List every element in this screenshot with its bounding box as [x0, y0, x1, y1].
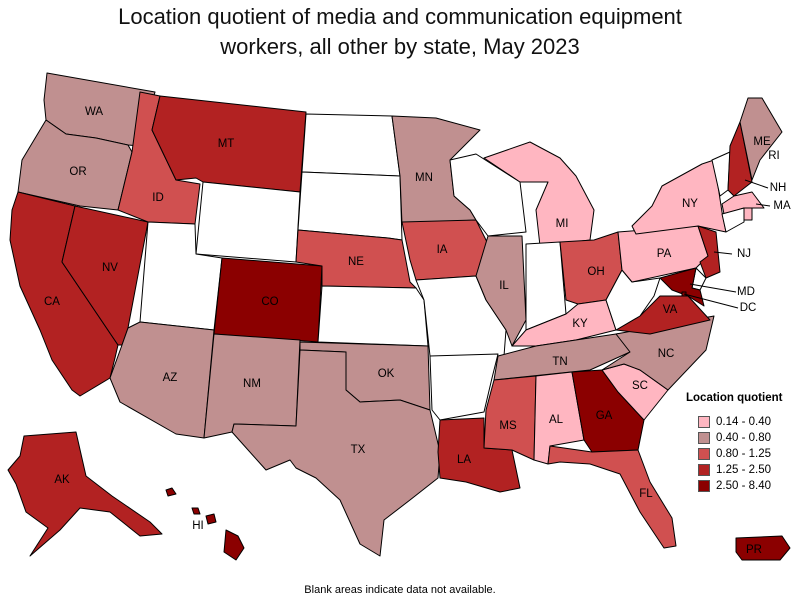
label-AZ: AZ: [163, 372, 178, 384]
legend-swatch: [698, 480, 710, 492]
legend-label: 0.14 - 0.40: [716, 416, 771, 428]
legend-title: Location quotient: [686, 392, 783, 404]
footnote: Blank areas indicate data not available.: [304, 584, 496, 596]
label-TX: TX: [351, 444, 366, 456]
label-MD: MD: [737, 286, 755, 298]
legend-swatch: [698, 448, 710, 460]
legend-label: 0.80 - 1.25: [716, 448, 771, 460]
label-OR: OR: [69, 166, 86, 178]
map-title: Location quotient of media and communica…: [0, 2, 800, 62]
label-ID: ID: [152, 192, 164, 204]
label-NH: NH: [770, 182, 787, 194]
state-AK[interactable]: [7, 431, 163, 557]
legend-item: 2.50 - 8.40: [698, 478, 782, 494]
state-SD[interactable]: [297, 171, 403, 241]
legend-item: 0.80 - 1.25: [698, 446, 782, 462]
legend-item: 1.25 - 2.50: [698, 462, 782, 478]
label-VA: VA: [663, 304, 678, 316]
label-MS: MS: [499, 420, 517, 432]
state-ND[interactable]: [301, 113, 401, 177]
legend-label: 2.50 - 8.40: [716, 480, 771, 492]
label-GA: GA: [596, 410, 613, 422]
label-NV: NV: [102, 262, 118, 274]
leader-NJ: [713, 251, 733, 255]
state-TX[interactable]: [231, 349, 441, 557]
legend-item: 0.40 - 0.80: [698, 430, 782, 446]
label-AL: AL: [549, 414, 564, 426]
legend: Location quotient 0.14 - 0.40 0.40 - 0.8…: [686, 392, 782, 494]
state-PR[interactable]: [735, 535, 791, 561]
label-OK: OK: [378, 368, 395, 380]
label-PR: PR: [746, 544, 762, 556]
leader-MA: [755, 203, 771, 207]
state-FL[interactable]: [547, 445, 677, 549]
label-CA: CA: [44, 296, 60, 308]
label-AK: AK: [54, 474, 70, 486]
state-KS[interactable]: [317, 285, 429, 347]
state-NC[interactable]: [601, 315, 715, 391]
label-NE: NE: [348, 256, 364, 268]
label-RI: RI: [768, 150, 780, 162]
legend-label: 0.40 - 0.80: [716, 432, 771, 444]
label-WA: WA: [85, 106, 103, 118]
label-SC: SC: [632, 380, 648, 392]
state-WY[interactable]: [195, 181, 301, 263]
state-IL[interactable]: [475, 235, 527, 347]
leader-NH: [744, 179, 769, 189]
state-RI[interactable]: [743, 207, 753, 221]
label-ME: ME: [753, 136, 771, 148]
label-NM: NM: [243, 378, 261, 390]
label-NC: NC: [658, 348, 675, 360]
state-HI[interactable]: [165, 487, 245, 561]
label-IL: IL: [499, 280, 509, 292]
label-MA: MA: [773, 200, 791, 212]
label-MT: MT: [218, 138, 235, 150]
map-title-line-2: workers, all other by state, May 2023: [220, 34, 580, 59]
leader-DC: [683, 293, 739, 309]
leader-MD: [689, 283, 737, 293]
label-HI: HI: [192, 520, 204, 532]
state-MS[interactable]: [483, 375, 537, 461]
map-title-line-1: Location quotient of media and communica…: [118, 4, 682, 29]
label-IA: IA: [437, 244, 448, 256]
legend-swatch: [698, 416, 710, 428]
label-FL: FL: [639, 488, 653, 500]
label-PA: PA: [657, 248, 672, 260]
label-KY: KY: [572, 318, 588, 330]
label-MN: MN: [415, 172, 433, 184]
state-AR[interactable]: [429, 353, 499, 421]
state-NH[interactable]: [727, 121, 753, 197]
legend-item: 0.14 - 0.40: [698, 414, 782, 430]
label-MI: MI: [556, 218, 569, 230]
state-CT[interactable]: [721, 207, 745, 233]
state-LA[interactable]: [437, 417, 521, 493]
state-NY[interactable]: [631, 159, 727, 235]
label-NY: NY: [682, 198, 698, 210]
label-OH: OH: [587, 266, 604, 278]
state-ME[interactable]: [739, 97, 783, 181]
legend-swatch: [698, 464, 710, 476]
label-CO: CO: [261, 296, 278, 308]
label-LA: LA: [457, 454, 471, 466]
legend-swatch: [698, 432, 710, 444]
legend-label: 1.25 - 2.50: [716, 464, 771, 476]
label-DC: DC: [740, 302, 757, 314]
label-NJ: NJ: [737, 248, 751, 260]
label-TN: TN: [552, 356, 567, 368]
